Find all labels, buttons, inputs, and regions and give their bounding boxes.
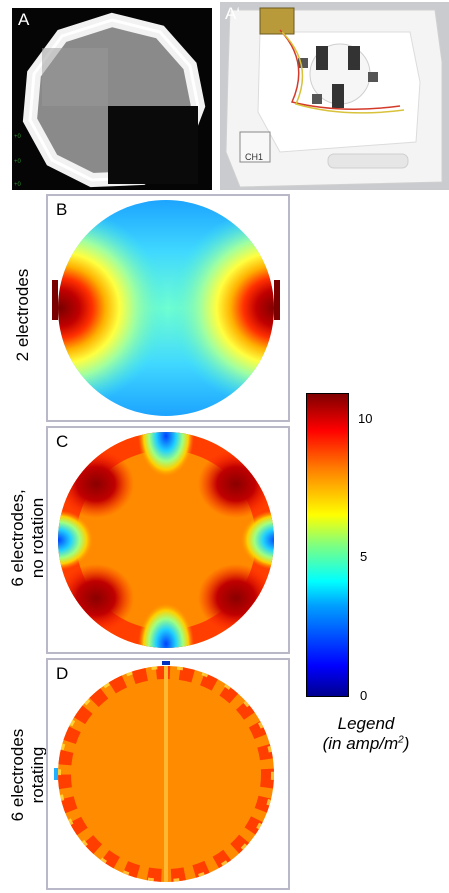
panel-b: B — [46, 194, 290, 422]
row-label-c: 6 electrodes, no rotation — [8, 489, 47, 587]
legend-line-2: (in amp/m2) — [322, 734, 410, 753]
svg-text:+0: +0 — [14, 134, 22, 140]
legend-line-1: Legend — [337, 714, 395, 733]
heatmap-d — [54, 661, 274, 882]
colorbar-tick-0: 0 — [360, 688, 368, 703]
panel-b-letter: B — [56, 200, 68, 219]
svg-text:+0: +0 — [14, 182, 22, 188]
row-label-d: 6 electrodes rotating — [8, 728, 47, 822]
heatmap-b — [52, 200, 280, 416]
panel-c: C — [46, 426, 290, 654]
colorbar-tick-10: 10 — [358, 411, 373, 426]
heatmap-c — [58, 432, 274, 648]
photo-a-prime: A‘ CH1 — [220, 2, 449, 190]
panel-a-prime-letter: A‘ — [225, 4, 241, 23]
ring-photo: +0 +0 +0 — [12, 8, 212, 190]
colorbar — [306, 393, 349, 697]
photo-a: +0 +0 +0 A — [12, 8, 212, 190]
svg-text:+0: +0 — [14, 159, 22, 165]
colorbar-tick-5: 5 — [360, 549, 368, 564]
row-label-b: 2 electrodes — [13, 268, 32, 362]
ch1-tag: CH1 — [245, 152, 264, 162]
panel-d: D — [46, 658, 290, 890]
panel-d-letter: D — [56, 664, 69, 683]
apparatus-photo — [220, 2, 449, 190]
legend-title: Legend (in amp/m2) — [296, 714, 436, 754]
panel-c-letter: C — [56, 432, 69, 451]
panel-a-letter: A — [18, 10, 30, 29]
